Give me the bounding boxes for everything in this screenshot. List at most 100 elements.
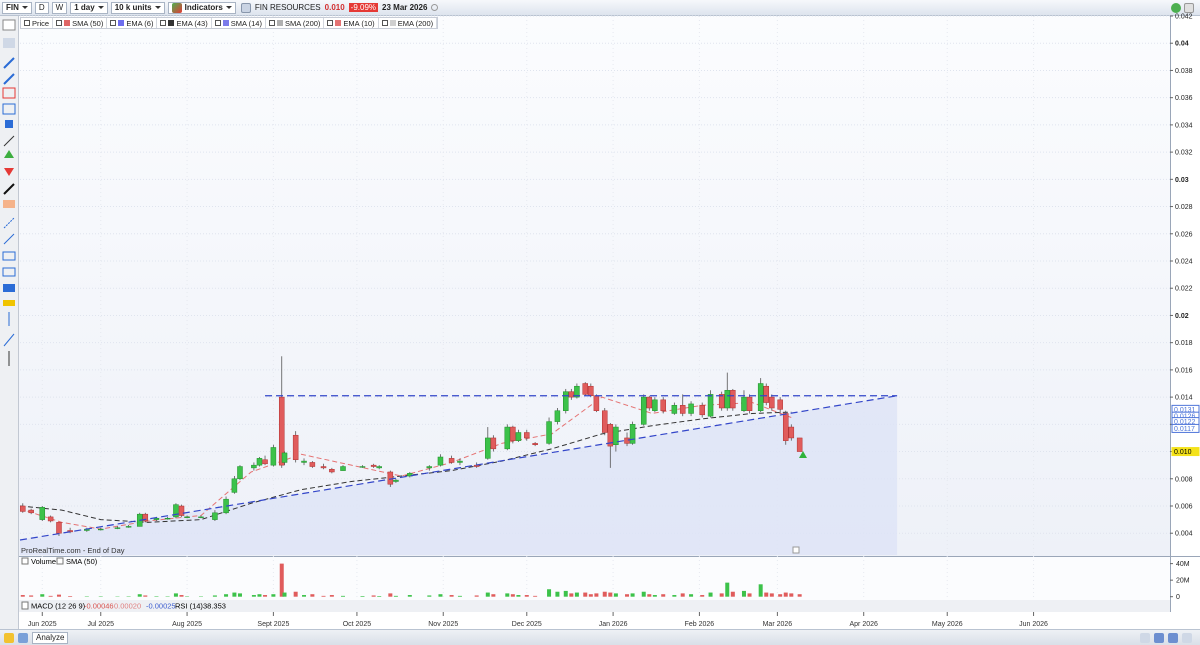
volume-bar xyxy=(689,594,694,597)
legend-swatch xyxy=(276,20,283,26)
volume-bar xyxy=(173,593,178,597)
legend-checkbox xyxy=(110,20,117,26)
tool-pitchfork[interactable] xyxy=(2,267,16,277)
legend-item: Price xyxy=(21,18,54,28)
y-tick-label: 0.01 xyxy=(1175,449,1189,456)
candle-body xyxy=(39,507,46,520)
candle-body xyxy=(281,452,288,463)
volume-bar xyxy=(377,596,382,597)
checkbox[interactable] xyxy=(56,557,64,565)
module-icon[interactable] xyxy=(4,632,14,643)
candle-body xyxy=(563,391,569,411)
volume-bar xyxy=(505,593,510,597)
x-tick-label: Apr 2026 xyxy=(849,621,878,628)
candle-body xyxy=(730,390,736,409)
candle-body xyxy=(256,458,263,466)
candle-body xyxy=(125,526,132,528)
tool-line[interactable] xyxy=(3,57,15,69)
volume-bar xyxy=(574,592,579,597)
y-tick-label: 0.018 xyxy=(1175,340,1193,347)
drawing-toolbar xyxy=(0,16,19,630)
tool-up-arrow[interactable] xyxy=(4,150,14,158)
zoom-icon[interactable] xyxy=(1140,632,1150,643)
tool-arrow[interactable] xyxy=(3,183,15,195)
y-tick-label: 0.022 xyxy=(1175,286,1193,293)
tool-gann[interactable] xyxy=(2,251,16,261)
y-tick-label: 0.016 xyxy=(1175,367,1193,374)
screener-icon[interactable] xyxy=(18,632,28,643)
period-w-button[interactable]: W xyxy=(51,1,68,14)
volume-bar xyxy=(179,595,184,597)
period-d-button[interactable]: D xyxy=(34,1,49,14)
candle-body xyxy=(504,426,511,450)
tool-freehand[interactable] xyxy=(3,333,15,347)
x-tick-label: Jun 2025 xyxy=(28,621,57,628)
candle-body xyxy=(251,464,257,469)
candle-body xyxy=(47,516,54,522)
tool-regression[interactable] xyxy=(3,233,15,245)
settings-icon[interactable] xyxy=(1184,2,1194,13)
candle-body xyxy=(20,505,26,512)
info-icon[interactable] xyxy=(792,546,800,554)
tool-down-arrow[interactable] xyxy=(4,168,14,176)
volume-bar xyxy=(533,595,538,597)
tool-highlight[interactable] xyxy=(3,300,15,306)
analyze-button[interactable]: Analyze xyxy=(32,631,69,644)
volume-bar xyxy=(371,595,376,597)
candle-body xyxy=(757,383,764,411)
y-tick-label: 0.008 xyxy=(1175,476,1193,483)
candle-body xyxy=(198,516,204,518)
tool-measure[interactable] xyxy=(3,284,15,292)
candle-body xyxy=(184,516,190,518)
tool-ray[interactable] xyxy=(3,73,15,85)
interval-button[interactable]: 1 day xyxy=(70,1,108,14)
analyze-label: Analyze xyxy=(36,633,65,642)
units-button[interactable]: 10 k units xyxy=(110,1,165,14)
legend-swatch xyxy=(168,20,175,26)
candle-body xyxy=(301,460,307,463)
fit-icon[interactable] xyxy=(1182,632,1192,643)
volume-bar xyxy=(613,593,618,597)
y-tick-label: 0.03 xyxy=(1175,177,1189,184)
axes: 0.004 0.006 0.008 0.01 0.012 0.014 0.016 0.018 0… xyxy=(28,14,1200,628)
tool-fib[interactable] xyxy=(3,217,15,229)
legend-checkbox xyxy=(56,20,63,26)
rsi-value: 38.353 xyxy=(203,602,226,611)
volume-bar xyxy=(524,595,529,597)
refresh-icon[interactable] xyxy=(1171,2,1181,13)
y-tick-label: 0.032 xyxy=(1175,150,1193,157)
tool-zone[interactable] xyxy=(3,200,15,208)
tool-cursor[interactable] xyxy=(2,19,16,31)
candle-body xyxy=(136,513,143,527)
volume-bar xyxy=(449,595,454,597)
redo-icon[interactable] xyxy=(1168,632,1178,643)
instrument-info: FIN RESOURCES 0.010 -9.09% 23 Mar 2026 xyxy=(240,2,439,13)
legend-checkbox xyxy=(214,20,221,26)
checkbox[interactable] xyxy=(21,557,29,565)
y-tick-label: 0.038 xyxy=(1175,68,1193,75)
candle-body xyxy=(532,443,538,445)
tool-channel[interactable] xyxy=(2,87,16,99)
candle-body xyxy=(777,399,783,410)
volume-bar xyxy=(137,594,142,597)
volume-bar xyxy=(321,595,326,597)
indicators-button[interactable]: Indicators xyxy=(167,1,236,14)
units: 10 k units xyxy=(114,3,152,12)
volume-bar xyxy=(730,591,735,597)
symbol-button[interactable]: FIN xyxy=(2,1,32,14)
candle-body xyxy=(223,498,229,514)
price-marker xyxy=(1171,447,1200,457)
volume-bar xyxy=(485,592,490,597)
legend-checkbox xyxy=(24,20,30,26)
volume-bar xyxy=(257,594,262,597)
caret xyxy=(97,6,104,9)
checkbox[interactable] xyxy=(21,601,29,610)
price-marker-label: 0.0131 xyxy=(1174,407,1196,414)
tool-text[interactable] xyxy=(5,120,13,128)
tool-segment[interactable] xyxy=(3,135,15,147)
volume-bar xyxy=(271,594,276,597)
volume-bar xyxy=(212,595,217,597)
undo-icon[interactable] xyxy=(1154,632,1164,643)
tool-rect[interactable] xyxy=(2,103,16,115)
tool-pointer[interactable] xyxy=(3,38,15,48)
